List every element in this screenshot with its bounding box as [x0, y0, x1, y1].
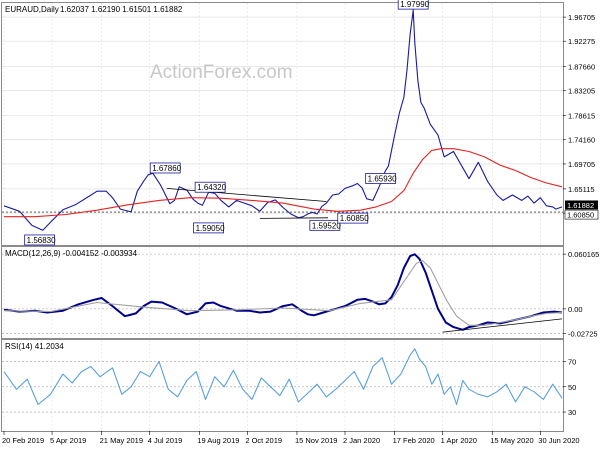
y-tick-label: 1.87660 [568, 62, 595, 71]
rsi-line [3, 348, 563, 406]
price-panel-frame [1, 2, 564, 246]
y-tick-label: 1.65115 [568, 185, 595, 194]
x-tick-label: 15 May 2020 [490, 436, 533, 445]
y-tick-label: 1.78615 [568, 111, 595, 120]
annotation-box [193, 222, 225, 234]
macd-title: MACD(12,26,9) -0.004152 -0.003934 [5, 249, 138, 258]
y-tick-label: 30 [568, 408, 576, 417]
x-tick-label: 4 Jul 2019 [148, 436, 183, 445]
rsi-panel-frame [1, 339, 564, 432]
y-axis-labels: 1.96705 1.92275 1.87660 1.83205 1.78615 1.741… [563, 13, 599, 417]
price-symbol: EURAUD,Daily [5, 5, 59, 14]
x-tick-label: 2 Oct 2019 [245, 436, 282, 445]
trendline-line [259, 217, 329, 219]
y-tick-label: 1.69705 [568, 160, 595, 169]
x-tick-label: 2 Jan 2020 [343, 436, 380, 445]
annotation-box [149, 162, 181, 174]
x-tick-label: 17 Feb 2020 [393, 436, 435, 445]
y-tick-label: 1.83205 [568, 87, 595, 96]
annotation-label: 1.67860 [152, 164, 181, 173]
annotation-box [337, 212, 369, 224]
annotation-label: 1.64320 [197, 183, 226, 192]
level-box [564, 209, 599, 220]
macd-line [3, 253, 563, 331]
y-tick-label: 1.74160 [568, 136, 595, 145]
last-price-label: 1.61882 [567, 201, 594, 210]
y-tick-label: 70 [568, 357, 576, 366]
ma-line [4, 148, 563, 218]
price-grid [2, 3, 563, 245]
y-tick-label: 50 [568, 383, 576, 392]
last-price-box [565, 200, 598, 210]
x-tick-label: 19 Aug 2019 [197, 436, 239, 445]
level-label: 1.60850 [567, 211, 594, 220]
y-tick-label: 1.92275 [568, 37, 595, 46]
series-layer [3, 9, 563, 406]
annotations-layer: 1.97990 1.67860 1.64320 1.65930 1.56830 1.590… [24, 0, 430, 246]
trendline-line [442, 318, 563, 333]
x-axis-labels: 20 Feb 2019 5 Apr 2019 21 May 2019 4 Jul 20… [2, 431, 580, 445]
watermark: ActionForex.com [150, 62, 293, 83]
y-tick-label: 0.060165 [568, 250, 599, 259]
annotation-label: 1.60850 [340, 214, 369, 223]
annotation-label: 1.65930 [368, 174, 397, 183]
annotation-box [309, 219, 341, 231]
y-tick-label: -0.02725 [568, 330, 598, 339]
signal-line [3, 260, 563, 326]
price-ohlc: 1.62037 1.62190 1.61501 1.61882 [60, 5, 183, 14]
annotation-label: 1.59050 [196, 224, 225, 233]
macd-panel-frame [1, 246, 564, 339]
annotation-box [365, 173, 397, 184]
annotation-box [24, 234, 56, 246]
y-tick-label: 1.96705 [568, 13, 595, 22]
annotation-label: 1.97990 [400, 0, 429, 9]
annotation-box [397, 0, 429, 10]
price-line [3, 9, 563, 231]
rsi-title: RSI(14) 41.2034 [5, 342, 64, 351]
y-tick-label: 0.00 [568, 305, 583, 314]
x-tick-label: 1 Apr 2020 [441, 436, 477, 445]
x-tick-label: 30 Jun 2020 [538, 436, 579, 445]
trendline-line [166, 188, 327, 202]
rsi-grid [2, 340, 563, 431]
x-tick-label: 20 Feb 2019 [2, 436, 44, 445]
annotation-box [194, 181, 226, 193]
annotation-label: 1.59520 [312, 221, 341, 230]
x-tick-label: 5 Apr 2019 [50, 436, 86, 445]
x-tick-label: 21 May 2019 [100, 436, 143, 445]
macd-grid [2, 247, 563, 338]
x-tick-label: 15 Nov 2019 [295, 436, 338, 445]
annotation-label: 1.56830 [27, 236, 56, 245]
